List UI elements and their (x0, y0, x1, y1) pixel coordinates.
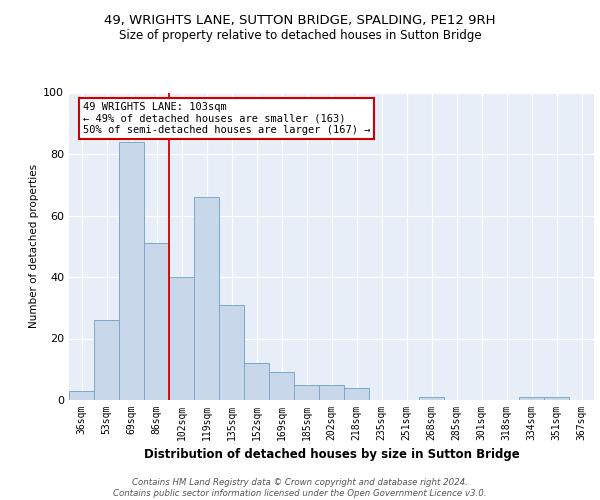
Bar (294, 384, 319, 400)
Bar (269, 372, 294, 400)
Text: 49, WRIGHTS LANE, SUTTON BRIDGE, SPALDING, PE12 9RH: 49, WRIGHTS LANE, SUTTON BRIDGE, SPALDIN… (104, 14, 496, 27)
Text: Contains HM Land Registry data © Crown copyright and database right 2024.
Contai: Contains HM Land Registry data © Crown c… (113, 478, 487, 498)
Bar (69, 391, 94, 400)
Bar (544, 397, 569, 400)
Bar (319, 384, 344, 400)
Text: Size of property relative to detached houses in Sutton Bridge: Size of property relative to detached ho… (119, 28, 481, 42)
Bar (144, 243, 169, 400)
Bar (194, 197, 219, 400)
Text: 49 WRIGHTS LANE: 103sqm
← 49% of detached houses are smaller (163)
50% of semi-d: 49 WRIGHTS LANE: 103sqm ← 49% of detache… (83, 102, 370, 135)
Bar (344, 388, 369, 400)
Y-axis label: Number of detached properties: Number of detached properties (29, 164, 39, 328)
Bar (94, 320, 119, 400)
X-axis label: Distribution of detached houses by size in Sutton Bridge: Distribution of detached houses by size … (143, 448, 520, 462)
Bar (119, 142, 144, 400)
Bar (419, 397, 444, 400)
Bar (519, 397, 544, 400)
Bar (169, 277, 194, 400)
Bar (244, 363, 269, 400)
Bar (219, 304, 244, 400)
